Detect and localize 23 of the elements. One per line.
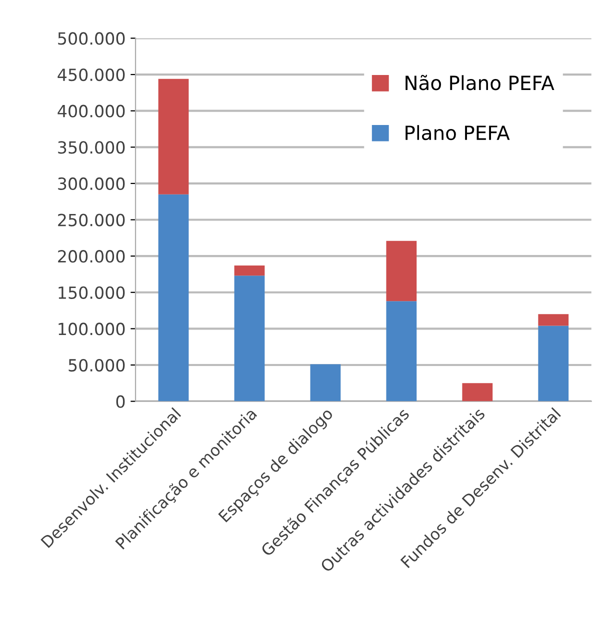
y-tick-label: 400.000	[58, 104, 125, 118]
legend-label: Não Plano PEFA	[406, 74, 554, 90]
bar	[234, 266, 265, 276]
y-tick-label: 100.000	[58, 322, 125, 336]
y-tick-label: 250.000	[58, 214, 125, 226]
bar	[310, 364, 341, 402]
y-tick-label: 500.000	[58, 32, 125, 45]
bar	[234, 276, 265, 402]
bar	[386, 301, 417, 402]
y-tick-label: 450.000	[58, 68, 125, 82]
bar	[462, 383, 493, 402]
y-tick-label: 350.000	[58, 141, 125, 154]
bar	[158, 78, 189, 194]
y-tick-label: 0	[116, 395, 125, 408]
y-tick-label: 200.000	[58, 250, 125, 263]
bar	[538, 314, 569, 326]
legend-label: Plano PEFA	[406, 125, 510, 140]
y-tick-label: 300.000	[58, 177, 125, 190]
bar	[386, 240, 417, 302]
bar	[538, 326, 569, 402]
y-tick-label: 50.000	[68, 358, 125, 372]
bar	[158, 194, 189, 402]
y-tick-label: 150.000	[58, 286, 125, 299]
